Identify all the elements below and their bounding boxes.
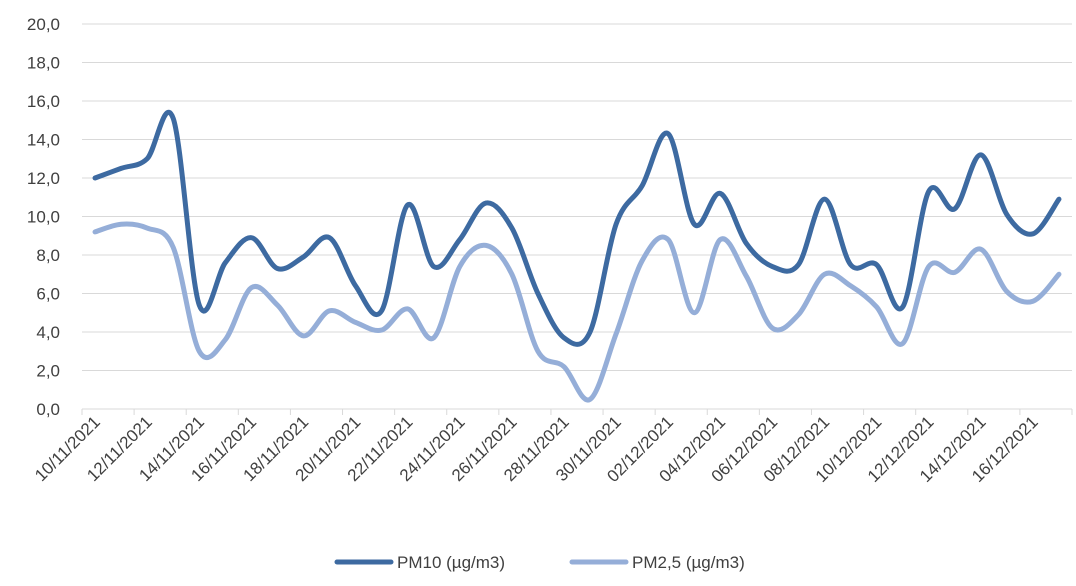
y-tick-label: 2,0 [36,362,60,381]
y-tick-label: 8,0 [36,246,60,265]
series-line-pm25 [92,221,1062,403]
y-tick-label: 12,0 [27,169,60,188]
y-tick-label: 10,0 [27,208,60,227]
legend-label-pm10: PM10 (µg/m3) [397,553,505,572]
legend: PM10 (µg/m3) PM2,5 (µg/m3) [334,553,745,572]
y-tick-label: 18,0 [27,54,60,73]
y-tick-label: 14,0 [27,131,60,150]
y-tick-label: 6,0 [36,285,60,304]
x-axis [81,408,1073,415]
series-lines [92,109,1062,403]
gridlines [82,23,1072,371]
y-axis-ticks: 0,0 2,0 4,0 6,0 8,0 10,0 12,0 14,0 16,0 18,0 20,0 [27,15,60,419]
y-tick-label: 16,0 [27,92,60,111]
y-tick-label: 20,0 [27,15,60,34]
y-tick-label: 4,0 [36,323,60,342]
legend-label-pm25: PM2,5 (µg/m3) [632,553,745,572]
y-tick-label: 0,0 [36,400,60,419]
x-axis-ticks: 10/11/202112/11/202114/11/202116/11/2021… [31,412,1042,486]
series-line-pm10 [92,109,1062,347]
